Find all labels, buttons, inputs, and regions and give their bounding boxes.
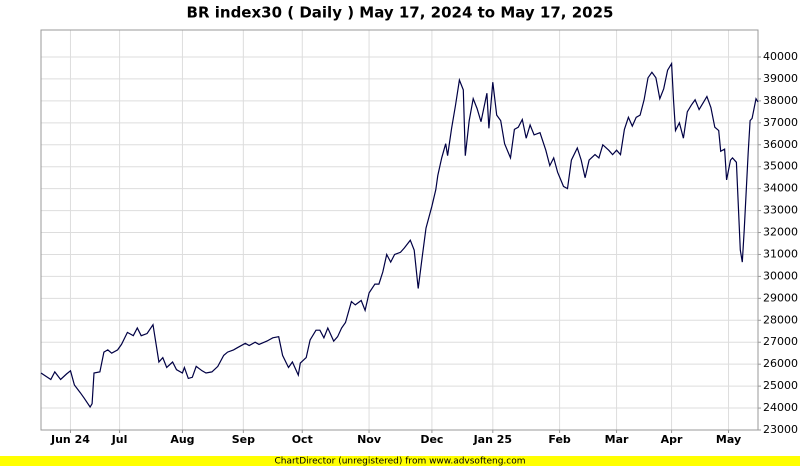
plot-frame bbox=[40, 29, 759, 431]
y-tick-label: 29000 bbox=[763, 291, 798, 304]
y-tick-label: 35000 bbox=[763, 160, 798, 173]
y-tick-label: 38000 bbox=[763, 94, 798, 107]
y-tick-label: 32000 bbox=[763, 226, 798, 239]
y-tick-label: 28000 bbox=[763, 313, 798, 326]
x-tick-label: Jul bbox=[111, 433, 128, 446]
x-tick-label: Feb bbox=[548, 433, 571, 446]
footer-bar bbox=[0, 456, 800, 466]
x-tick-label: May bbox=[716, 433, 741, 446]
x-tick-label: Apr bbox=[661, 433, 683, 446]
y-tick-label: 37000 bbox=[763, 116, 798, 129]
y-tick-label: 26000 bbox=[763, 357, 798, 370]
x-tick-label: Mar bbox=[605, 433, 629, 446]
y-tick-label: 23000 bbox=[763, 423, 798, 436]
chart-title: BR index30 ( Daily ) May 17, 2024 to May… bbox=[187, 4, 614, 22]
y-tick-label: 39000 bbox=[763, 72, 798, 85]
grid bbox=[41, 30, 758, 431]
x-tick-label: Jan 25 bbox=[473, 433, 512, 446]
y-tick-label: 24000 bbox=[763, 401, 798, 414]
x-tick-label: Jun 24 bbox=[50, 433, 90, 446]
y-tick-label: 34000 bbox=[763, 182, 798, 195]
x-tick-label: Aug bbox=[170, 433, 194, 446]
y-tick-label: 33000 bbox=[763, 204, 798, 217]
footer: ChartDirector (unregistered) from www.ad… bbox=[274, 457, 525, 466]
price-line bbox=[40, 61, 759, 409]
y-tick-label: 27000 bbox=[763, 335, 798, 348]
x-tick-label: Dec bbox=[420, 433, 443, 446]
y-tick-label: 30000 bbox=[763, 269, 798, 282]
x-tick-label: Oct bbox=[292, 433, 313, 446]
y-tick-label: 40000 bbox=[763, 50, 798, 63]
y-tick-label: 25000 bbox=[763, 379, 798, 392]
y-tick-label: 31000 bbox=[763, 247, 798, 260]
y-tick-label: 36000 bbox=[763, 138, 798, 151]
x-tick-label: Nov bbox=[357, 433, 382, 446]
x-tick-label: Sep bbox=[232, 433, 255, 446]
